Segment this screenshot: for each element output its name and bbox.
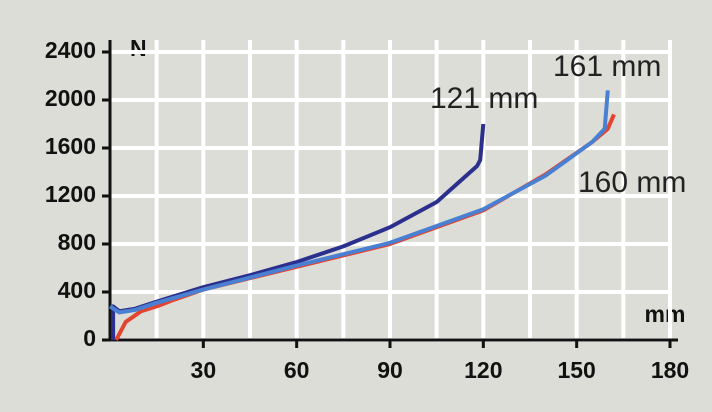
x-tick-label: 90 <box>377 357 403 383</box>
x-tick-label: 60 <box>284 357 310 383</box>
x-axis-label: mm <box>645 301 686 327</box>
y-tick-label: 800 <box>58 229 96 255</box>
y-axis-label: N <box>130 35 147 61</box>
y-tick-label: 1200 <box>45 181 96 207</box>
y-tick-label: 2400 <box>45 37 96 63</box>
x-tick-label: 180 <box>651 357 689 383</box>
y-tick-label: 1600 <box>45 133 96 159</box>
y-tick-label: 2000 <box>45 85 96 111</box>
series-label: 161 mm <box>553 50 661 83</box>
x-tick-label: 120 <box>464 357 502 383</box>
series-line <box>108 90 610 315</box>
x-tick-label: 150 <box>557 357 595 383</box>
y-tick-label: 400 <box>58 277 96 303</box>
series-label: 121 mm <box>430 82 538 115</box>
x-tick-label: 30 <box>191 357 217 383</box>
series-label: 160 mm <box>578 166 686 199</box>
y-tick-label: 0 <box>83 325 96 351</box>
